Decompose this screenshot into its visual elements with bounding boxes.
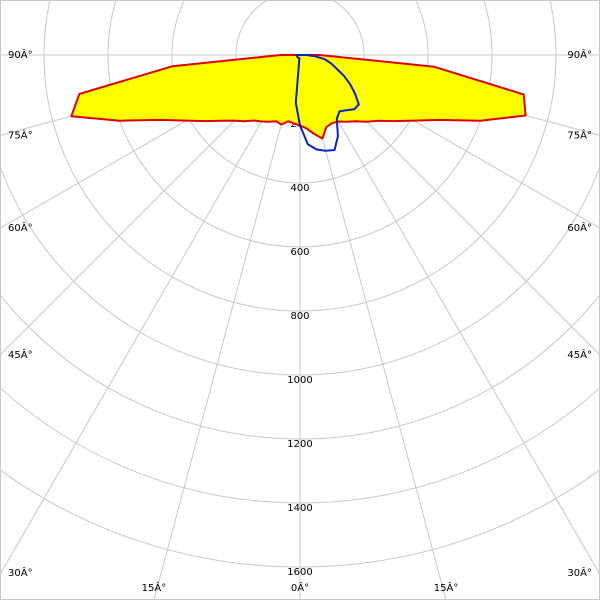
angle-label: 90Â° [567,48,592,61]
angle-label: 30Â° [8,566,33,579]
grid-radial [0,54,301,575]
radius-label: 600 [290,247,309,258]
angle-label: 60Â° [567,221,592,234]
radius-label: 800 [290,311,309,322]
grid-radial [299,54,600,575]
intensity-curve [294,54,360,152]
angle-label: 0Â° [291,581,309,594]
angle-label: 75Â° [567,128,592,141]
radius-label: 1200 [287,439,312,450]
angle-label: 60Â° [8,221,33,234]
angle-label: 30Â° [567,566,592,579]
angle-label: 15Â° [434,581,459,594]
radius-label: 1600 [287,567,312,578]
grid-radial [153,54,301,600]
angle-label: 45Â° [8,348,33,361]
radius-label: 1000 [287,375,312,386]
angle-label: 75Â° [8,128,33,141]
grid-radial [299,54,447,600]
angle-label: 15Â° [142,581,167,594]
intensity-curve [70,54,527,140]
angle-label: 45Â° [567,348,592,361]
radius-label: 1400 [287,503,312,514]
radius-label: 400 [290,183,309,194]
angle-label: 90Â° [8,48,33,61]
